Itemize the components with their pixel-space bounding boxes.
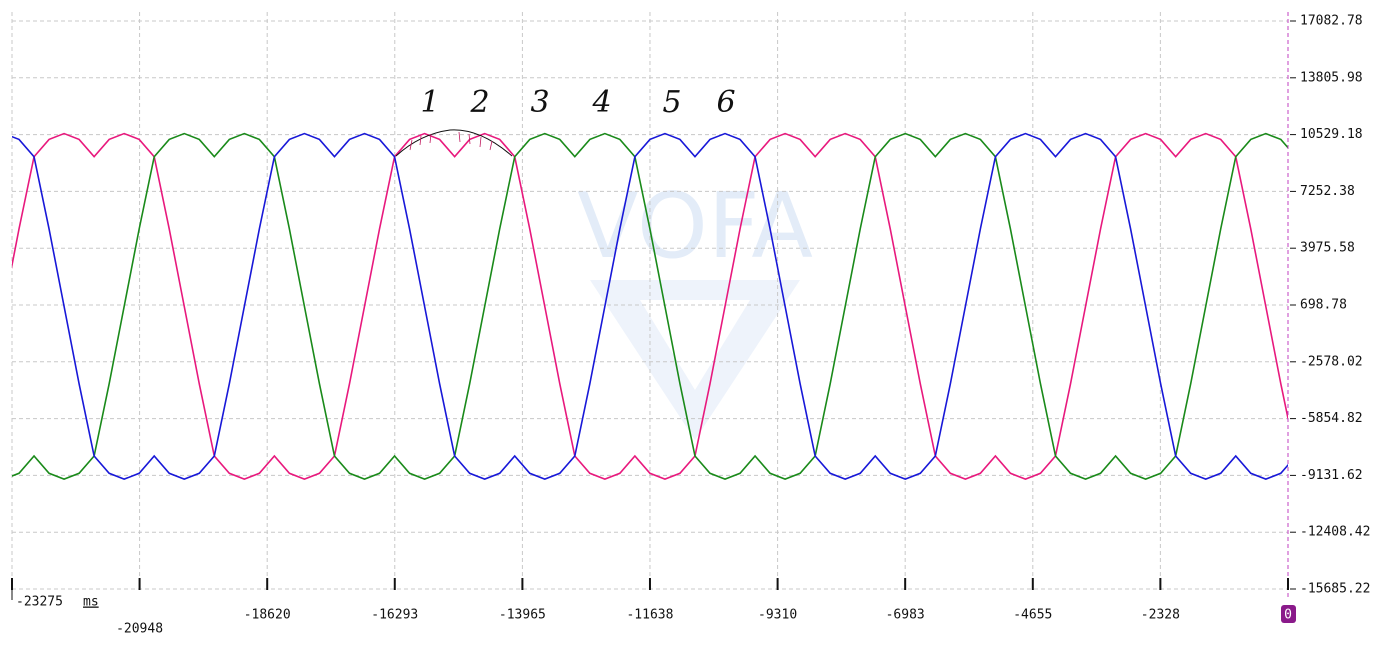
x-tick-label: -11638 xyxy=(626,608,673,623)
series-line xyxy=(12,132,1288,481)
series-line xyxy=(12,132,1288,481)
y-tick-label: -15685.22 xyxy=(1300,582,1370,597)
annotation: 5 xyxy=(662,85,681,120)
y-tick-label: 7252.38 xyxy=(1300,184,1355,199)
y-tick-label: 698.78 xyxy=(1300,298,1347,313)
y-tick-label: -2578.02 xyxy=(1300,354,1363,369)
y-tick-label: 17082.78 xyxy=(1300,14,1363,29)
x-tick-label: 0 xyxy=(1284,608,1292,623)
hand-hatch xyxy=(409,131,493,151)
x-tick-label: -20948 xyxy=(116,622,163,637)
y-tick-label: 3975.58 xyxy=(1300,241,1355,256)
annotation: 1 xyxy=(420,85,439,120)
annotation: 3 xyxy=(530,85,549,120)
y-tick-label: -12408.42 xyxy=(1300,525,1370,540)
y-tick-label: -9131.62 xyxy=(1300,468,1363,483)
annotation: 2 xyxy=(469,85,489,120)
hand-sketch xyxy=(395,129,513,157)
x-tick-label: -18620 xyxy=(244,608,291,623)
x-cursor-badge xyxy=(1281,605,1296,623)
y-tick-label: 13805.98 xyxy=(1300,70,1363,85)
x-tick-label: -6983 xyxy=(886,608,925,623)
series-line xyxy=(12,132,1288,481)
annotation: 6 xyxy=(716,85,735,120)
x-tick-label: -16293 xyxy=(371,608,418,623)
x-unit: ms xyxy=(83,595,99,610)
y-tick-label: -5854.82 xyxy=(1300,411,1363,426)
x-tick-label: -13965 xyxy=(499,608,546,623)
annotation: 4 xyxy=(591,85,611,120)
x-tick-label: -9310 xyxy=(758,608,797,623)
y-tick-label: 10529.18 xyxy=(1300,127,1363,142)
watermark-logo xyxy=(590,280,800,440)
x-tick-label: -23275 xyxy=(16,595,63,610)
x-tick-label: -4655 xyxy=(1013,608,1052,623)
x-tick-label: -2328 xyxy=(1141,608,1180,623)
